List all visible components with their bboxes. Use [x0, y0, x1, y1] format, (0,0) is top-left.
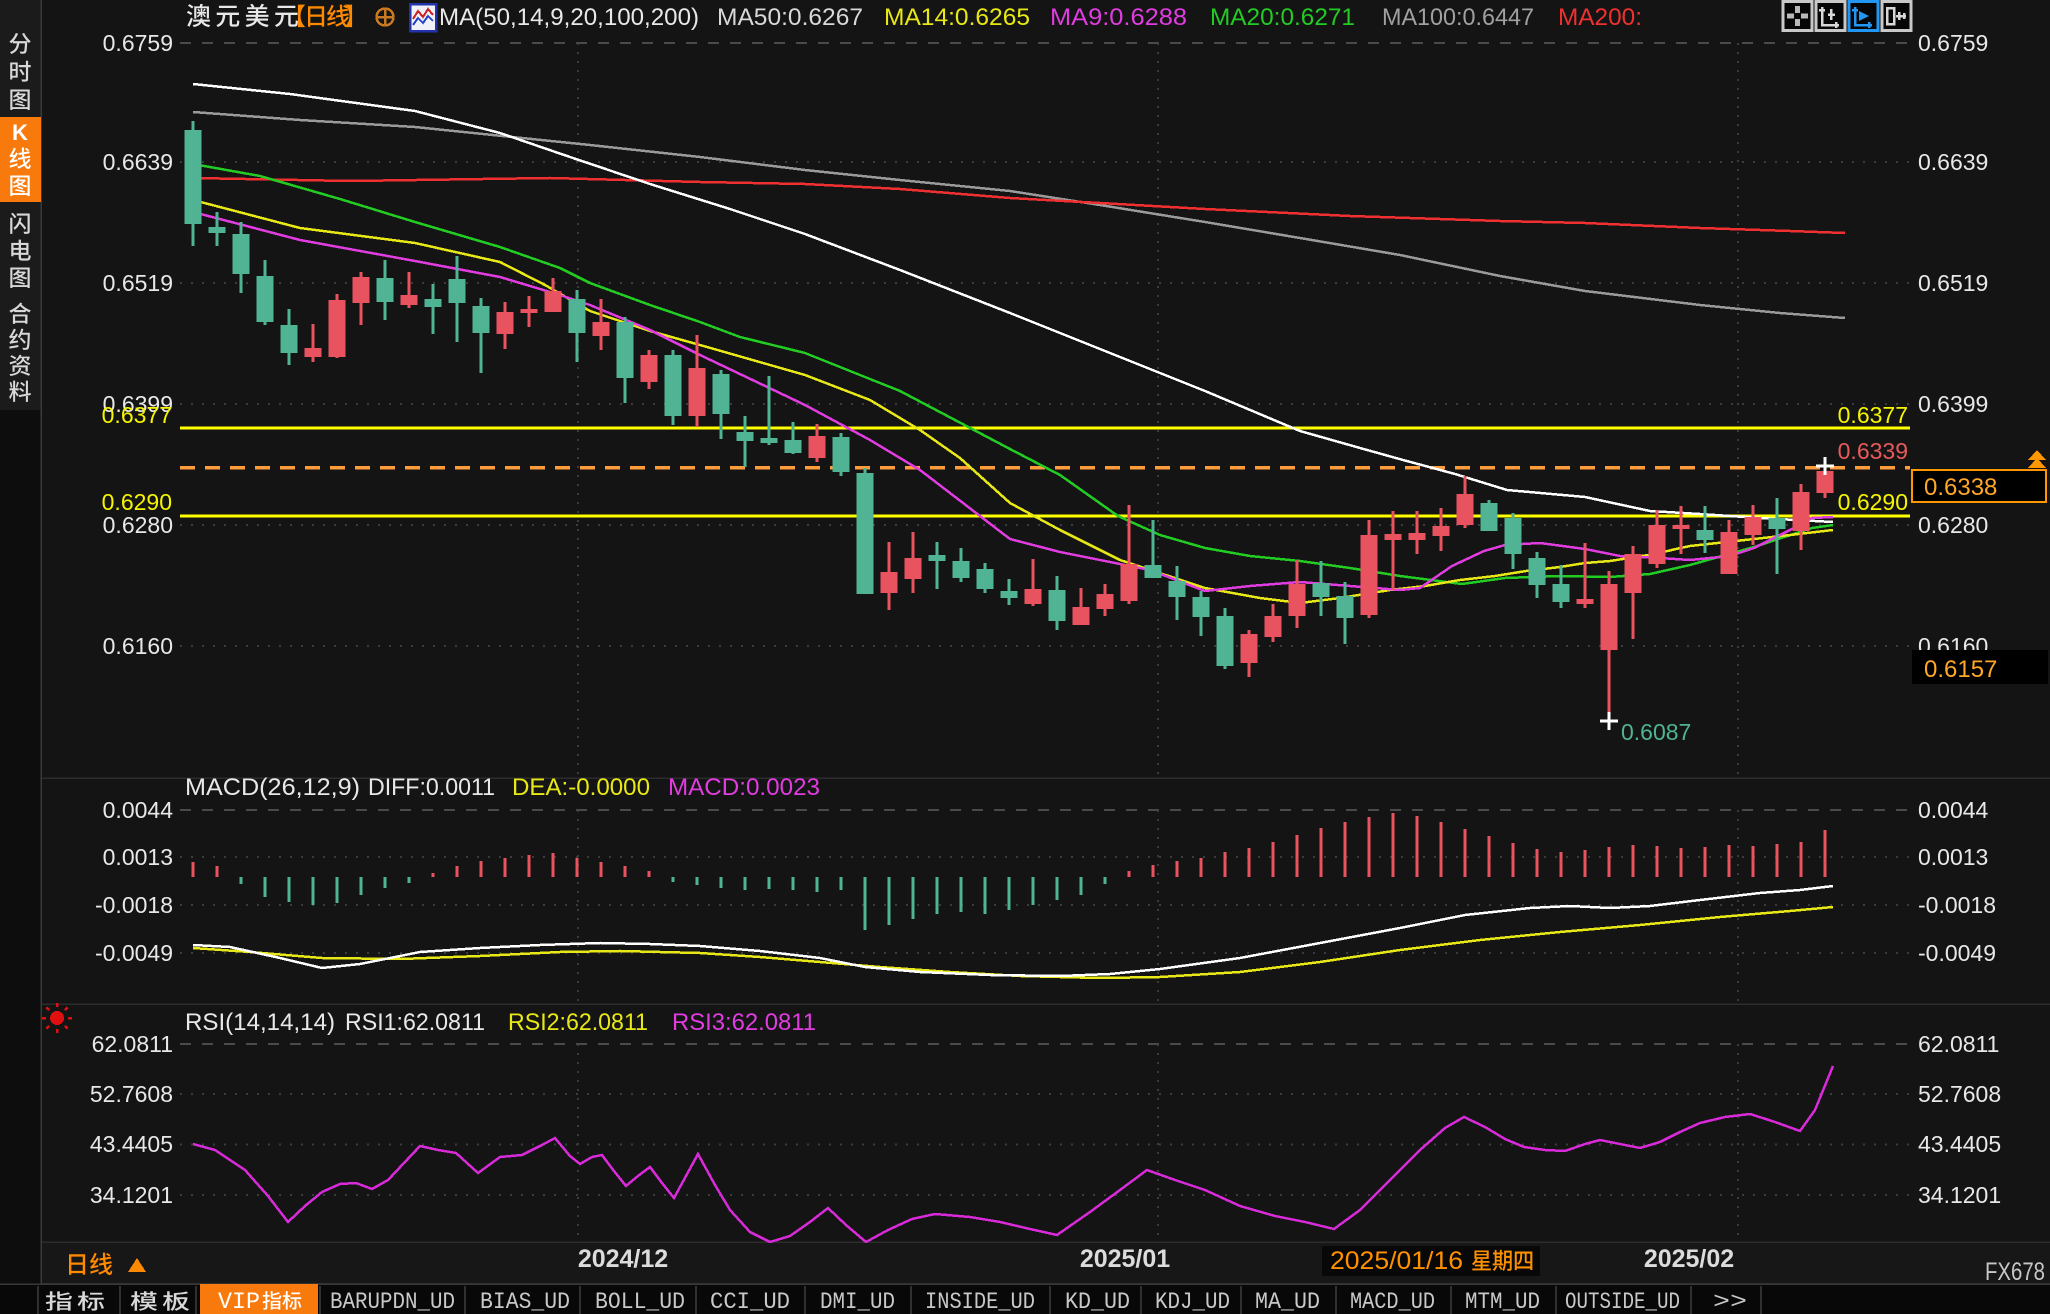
- svg-text:0.6639: 0.6639: [103, 149, 173, 175]
- svg-text:MA14:0.6265: MA14:0.6265: [884, 4, 1030, 31]
- svg-text:0.6519: 0.6519: [103, 270, 173, 296]
- svg-text:MTM_UD: MTM_UD: [1465, 1289, 1540, 1314]
- svg-text:-0.0018: -0.0018: [95, 892, 173, 918]
- svg-text:0.0044: 0.0044: [1918, 797, 1989, 823]
- svg-text:MA100:0.6447: MA100:0.6447: [1382, 4, 1534, 31]
- svg-text:RSI2:62.0811: RSI2:62.0811: [508, 1009, 648, 1036]
- svg-text:0.6160: 0.6160: [103, 633, 173, 659]
- svg-text:52.7608: 52.7608: [1918, 1081, 2001, 1107]
- svg-text:0.6399: 0.6399: [103, 391, 173, 417]
- svg-text:KDJ_UD: KDJ_UD: [1155, 1289, 1230, 1314]
- svg-text:0.6290: 0.6290: [1838, 489, 1908, 515]
- svg-text:INSIDE_UD: INSIDE_UD: [925, 1289, 1035, 1314]
- svg-text:62.0811: 62.0811: [1918, 1031, 1999, 1057]
- svg-text:FX678: FX678: [1985, 1258, 2045, 1286]
- svg-text:MA200:: MA200:: [1558, 4, 1642, 31]
- svg-text:0.6087: 0.6087: [1621, 719, 1691, 745]
- svg-text:52.7608: 52.7608: [90, 1081, 173, 1107]
- svg-text:BARUPDN_UD: BARUPDN_UD: [330, 1289, 455, 1314]
- svg-text:34.1201: 34.1201: [90, 1182, 173, 1208]
- svg-text:0.6157: 0.6157: [1924, 656, 1997, 683]
- svg-text:RSI(14,14,14): RSI(14,14,14): [185, 1009, 335, 1036]
- svg-text:43.4405: 43.4405: [1918, 1131, 2001, 1157]
- svg-text:0.6280: 0.6280: [1918, 512, 1988, 538]
- svg-text:RSI1:62.0811: RSI1:62.0811: [345, 1009, 485, 1036]
- svg-text:MA_UD: MA_UD: [1255, 1289, 1320, 1314]
- svg-text:DIFF:0.0011: DIFF:0.0011: [368, 774, 495, 801]
- svg-text:RSI3:62.0811: RSI3:62.0811: [672, 1009, 816, 1036]
- svg-text:0.0013: 0.0013: [103, 844, 173, 870]
- svg-text:OUTSIDE_UD: OUTSIDE_UD: [1565, 1289, 1680, 1314]
- svg-text:0.6290: 0.6290: [102, 489, 172, 515]
- svg-text:0.6399: 0.6399: [1918, 391, 1988, 417]
- svg-text:CCI_UD: CCI_UD: [710, 1289, 790, 1314]
- svg-text:0.6759: 0.6759: [103, 30, 173, 56]
- svg-text:0.6519: 0.6519: [1918, 270, 1988, 296]
- svg-text:0.6338: 0.6338: [1924, 474, 1997, 501]
- svg-text:0.6759: 0.6759: [1918, 30, 1988, 56]
- svg-text:62.0811: 62.0811: [92, 1031, 173, 1057]
- svg-text:MACD:0.0023: MACD:0.0023: [668, 774, 820, 801]
- svg-text:DEA:-0.0000: DEA:-0.0000: [512, 774, 650, 801]
- svg-text:34.1201: 34.1201: [1918, 1182, 2001, 1208]
- svg-text:VIP: VIP: [218, 1289, 260, 1314]
- svg-text:0.0044: 0.0044: [103, 797, 174, 823]
- svg-text:BOLL_UD: BOLL_UD: [595, 1289, 685, 1314]
- svg-text:MACD(26,12,9): MACD(26,12,9): [185, 774, 360, 801]
- svg-text:DMI_UD: DMI_UD: [820, 1289, 895, 1314]
- svg-text:2024/12: 2024/12: [578, 1245, 668, 1273]
- svg-text:0.0013: 0.0013: [1918, 844, 1988, 870]
- svg-text:MACD_UD: MACD_UD: [1350, 1289, 1435, 1314]
- svg-text:-0.0018: -0.0018: [1918, 892, 1996, 918]
- svg-text:2025/01/16: 2025/01/16: [1330, 1247, 1463, 1275]
- svg-text:MA9:0.6288: MA9:0.6288: [1050, 4, 1187, 31]
- svg-text:0.6339: 0.6339: [1838, 438, 1908, 464]
- svg-text:2025/02: 2025/02: [1644, 1245, 1734, 1273]
- svg-text:MA20:0.6271: MA20:0.6271: [1210, 4, 1355, 31]
- svg-text:K: K: [12, 120, 28, 145]
- svg-text:0.6280: 0.6280: [103, 512, 173, 538]
- svg-text:>>: >>: [1713, 1289, 1747, 1314]
- svg-text:-0.0049: -0.0049: [1918, 940, 1996, 966]
- svg-text:43.4405: 43.4405: [90, 1131, 173, 1157]
- svg-text:0.6377: 0.6377: [1838, 402, 1908, 428]
- svg-text:BIAS_UD: BIAS_UD: [480, 1289, 570, 1314]
- svg-text:0.6377: 0.6377: [102, 402, 172, 428]
- svg-text:MA(50,14,9,20,100,200): MA(50,14,9,20,100,200): [439, 4, 699, 31]
- svg-text:MA50:0.6267: MA50:0.6267: [717, 4, 863, 31]
- svg-text:KD_UD: KD_UD: [1065, 1289, 1130, 1314]
- svg-text:0.6639: 0.6639: [1918, 149, 1988, 175]
- svg-text:2025/01: 2025/01: [1080, 1245, 1170, 1273]
- svg-text:-0.0049: -0.0049: [95, 940, 173, 966]
